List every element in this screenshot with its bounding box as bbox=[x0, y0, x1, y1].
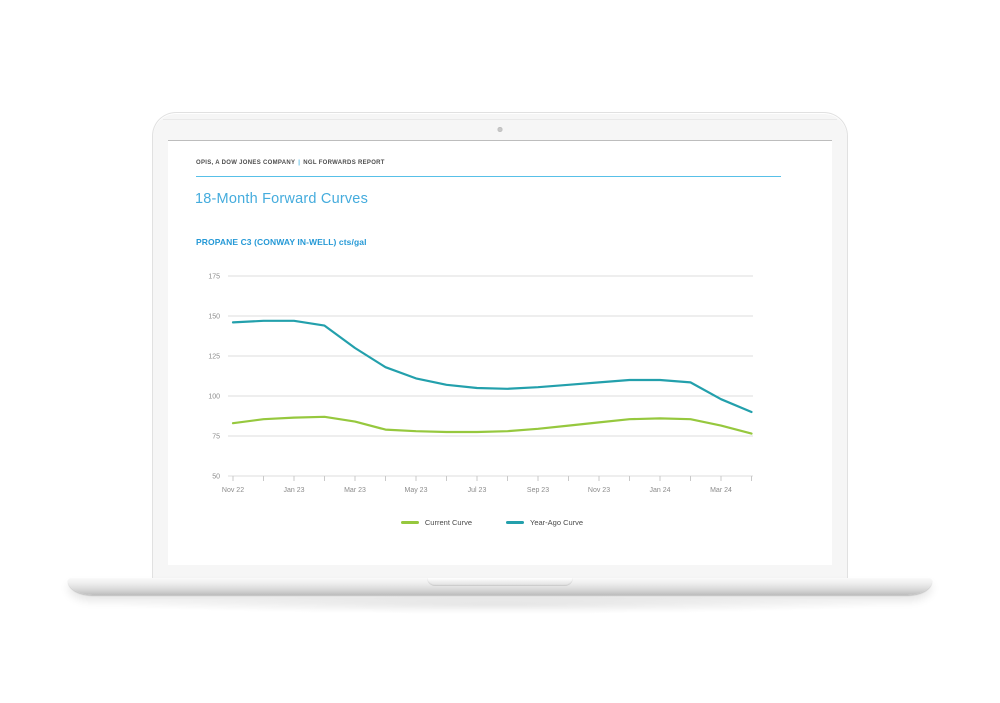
legend-label-current-curve: Current Curve bbox=[424, 518, 472, 527]
laptop-base bbox=[68, 578, 932, 595]
legend-swatch-year-ago-curve bbox=[506, 521, 524, 524]
x-tick-label-nov-22: Nov 22 bbox=[222, 487, 244, 494]
laptop-screen: OPIS, A DOW JONES COMPANY | NGL FORWARDS R… bbox=[168, 140, 832, 565]
masthead-brand: OPIS, A DOW JONES COMPANY bbox=[196, 160, 296, 166]
laptop-shadow bbox=[110, 596, 890, 614]
x-tick-label-jan-23: Jan 23 bbox=[283, 487, 304, 494]
legend-label-year-ago-curve: Year-Ago Curve bbox=[530, 518, 584, 527]
x-tick-label-mar-24: Mar 24 bbox=[710, 487, 732, 494]
chart-heading: PROPANE C3 (CONWAY IN-WELL) cts/gal bbox=[196, 237, 367, 247]
report-masthead: OPIS, A DOW JONES COMPANY | NGL FORWARDS R… bbox=[196, 160, 385, 166]
series-line-current-curve bbox=[231, 415, 753, 435]
masthead-rule bbox=[196, 176, 781, 177]
y-tick-label-100: 100 bbox=[208, 394, 220, 401]
series-line-year-ago-curve bbox=[231, 319, 753, 414]
webcam-icon bbox=[497, 127, 503, 132]
masthead-separator: | bbox=[298, 160, 301, 166]
y-tick-label-150: 150 bbox=[208, 314, 220, 321]
y-tick-label-175: 175 bbox=[208, 274, 220, 281]
page-title: 18-Month Forward Curves bbox=[195, 191, 369, 207]
y-tick-label-50: 50 bbox=[212, 474, 220, 481]
y-tick-label-75: 75 bbox=[212, 434, 220, 441]
x-tick-label-mar-23: Mar 23 bbox=[344, 487, 366, 494]
x-tick-label-jan-24: Jan 24 bbox=[649, 487, 670, 494]
legend-item-current-curve: Current Curve bbox=[400, 518, 472, 527]
x-tick-label-may-23: May 23 bbox=[405, 487, 428, 494]
masthead-section: NGL FORWARDS REPORT bbox=[303, 160, 385, 166]
x-tick-label-sep-23: Sep 23 bbox=[527, 487, 549, 494]
y-tick-label-125: 125 bbox=[208, 354, 220, 361]
x-tick-label-nov-23: Nov 23 bbox=[588, 487, 610, 494]
laptop-lid: OPIS, A DOW JONES COMPANY | NGL FORWARDS R… bbox=[152, 112, 848, 578]
laptop-base-notch bbox=[427, 578, 573, 586]
legend-swatch-current-curve bbox=[400, 521, 419, 524]
legend-item-year-ago-curve: Year-Ago Curve bbox=[506, 518, 583, 527]
x-tick-label-jul-23: Jul 23 bbox=[468, 487, 487, 494]
chart-legend: Current Curve Year-Ago Curve bbox=[168, 518, 816, 527]
